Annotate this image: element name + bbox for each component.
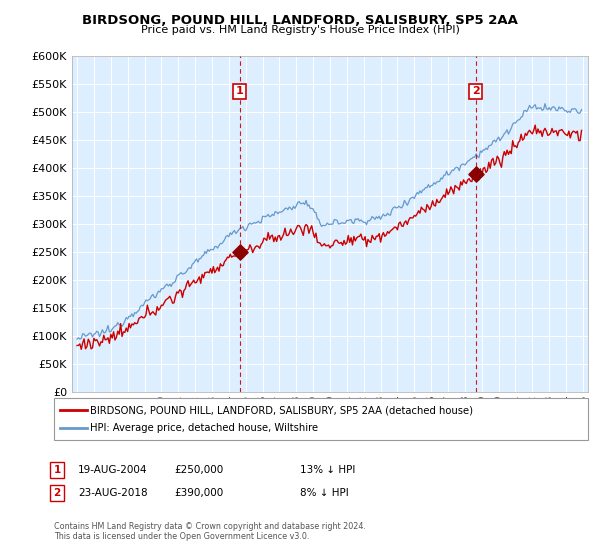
Text: BIRDSONG, POUND HILL, LANDFORD, SALISBURY, SP5 2AA: BIRDSONG, POUND HILL, LANDFORD, SALISBUR… [82, 14, 518, 27]
Text: 1: 1 [236, 86, 244, 96]
Text: 1: 1 [53, 465, 61, 475]
Text: 13% ↓ HPI: 13% ↓ HPI [300, 465, 355, 475]
Text: 2: 2 [53, 488, 61, 498]
Text: 2: 2 [472, 86, 479, 96]
Text: £250,000: £250,000 [174, 465, 223, 475]
Point [471, 169, 481, 178]
Text: 23-AUG-2018: 23-AUG-2018 [78, 488, 148, 498]
Point [235, 248, 244, 256]
Text: Price paid vs. HM Land Registry's House Price Index (HPI): Price paid vs. HM Land Registry's House … [140, 25, 460, 35]
Text: 8% ↓ HPI: 8% ↓ HPI [300, 488, 349, 498]
Text: Contains HM Land Registry data © Crown copyright and database right 2024.
This d: Contains HM Land Registry data © Crown c… [54, 522, 366, 542]
Text: 19-AUG-2004: 19-AUG-2004 [78, 465, 148, 475]
Text: £390,000: £390,000 [174, 488, 223, 498]
Text: HPI: Average price, detached house, Wiltshire: HPI: Average price, detached house, Wilt… [90, 423, 318, 433]
Text: BIRDSONG, POUND HILL, LANDFORD, SALISBURY, SP5 2AA (detached house): BIRDSONG, POUND HILL, LANDFORD, SALISBUR… [90, 405, 473, 415]
